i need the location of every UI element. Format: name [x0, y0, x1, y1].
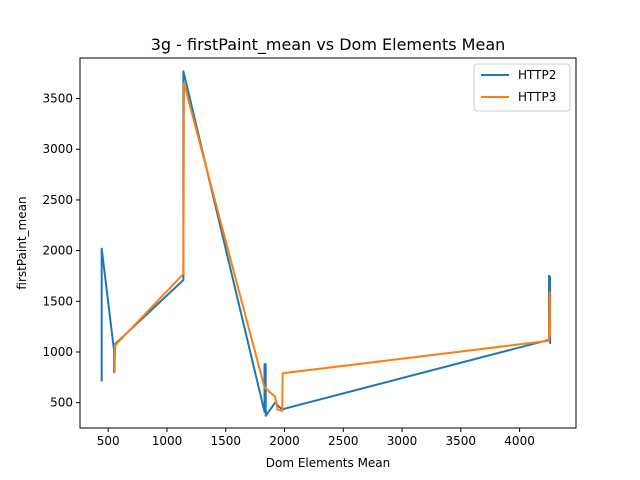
plot-frame	[79, 57, 577, 429]
x-axis-title: Dom Elements Mean	[266, 456, 391, 470]
series-line-http3	[113, 82, 552, 412]
y-tick-label: 1000	[42, 345, 73, 359]
plot-lines	[100, 70, 552, 417]
x-tick-label: 1500	[210, 434, 241, 448]
y-axis-title: firstPaint_mean	[15, 196, 29, 289]
x-tick-label: 2500	[328, 434, 359, 448]
y-tick-label: 3500	[42, 92, 73, 106]
x-axis-ticks: 500 1000 1500 2000 2500 3000 3500 4000	[97, 428, 535, 448]
chart-title: 3g - firstPaint_mean vs Dom Elements Mea…	[151, 35, 506, 55]
legend: HTTP2 HTTP3	[473, 63, 571, 112]
x-tick-label: 4000	[504, 434, 535, 448]
legend-label-http3: HTTP3	[518, 90, 556, 104]
y-tick-label: 2000	[42, 244, 73, 258]
y-tick-label: 500	[50, 396, 73, 410]
x-tick-label: 2000	[269, 434, 300, 448]
y-axis-ticks: 500 1000 1500 2000 2500 3000 3500	[42, 92, 80, 410]
x-tick-label: 500	[97, 434, 120, 448]
x-tick-label: 3000	[387, 434, 418, 448]
x-tick-label: 1000	[152, 434, 183, 448]
y-tick-label: 3000	[42, 142, 73, 156]
x-tick-label: 3500	[446, 434, 477, 448]
legend-label-http2: HTTP2	[518, 68, 556, 82]
y-tick-label: 1500	[42, 294, 73, 308]
y-tick-label: 2500	[42, 193, 73, 207]
